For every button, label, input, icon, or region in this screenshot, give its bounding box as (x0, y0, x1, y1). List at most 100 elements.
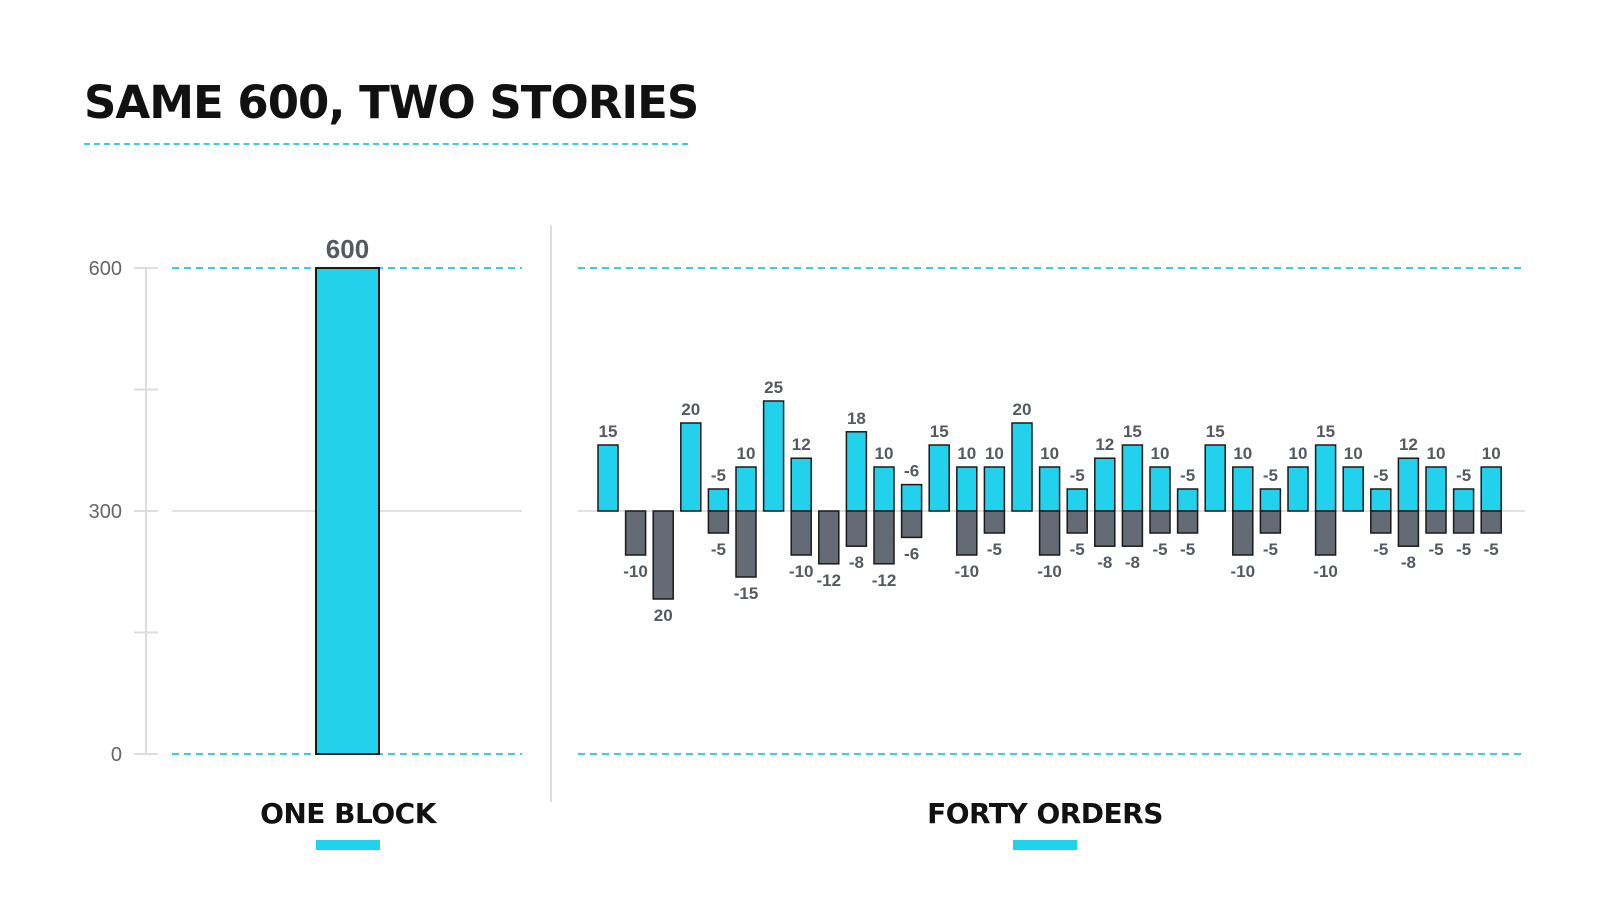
order-label-plus: -6 (904, 462, 919, 481)
order-label-plus: -5 (1456, 466, 1471, 485)
order-bar-plus (1314, 444, 1337, 512)
order-bar-plus (1121, 444, 1144, 512)
order-bar-minus (1259, 510, 1282, 534)
order-bar-minus (1232, 510, 1254, 556)
order-bar-minus (1176, 510, 1199, 534)
order-bar-minus (1480, 510, 1502, 534)
order-label-plus: -5 (1180, 466, 1195, 485)
order-bar-plus (956, 466, 978, 512)
order-bar-plus (1204, 444, 1226, 512)
order-bar-minus (790, 510, 812, 556)
y-tick-label: 300 (89, 501, 122, 523)
order-bar-minus (652, 510, 674, 600)
order-bar-minus (1425, 510, 1447, 534)
order-bar-plus (790, 457, 812, 512)
order-label-minus: -6 (904, 544, 919, 563)
order-label-plus: 15 (599, 422, 618, 441)
order-label-minus: 20 (654, 606, 673, 625)
order-bar-plus (1480, 466, 1502, 512)
order-label-plus: 12 (792, 435, 811, 454)
order-label-plus: 25 (764, 378, 783, 397)
order-label-plus: 10 (1233, 444, 1252, 463)
order-label-plus: 10 (1151, 444, 1170, 463)
order-label-plus: 10 (875, 444, 894, 463)
order-bar-minus (1452, 510, 1475, 534)
order-bar-plus (1370, 488, 1392, 512)
order-label-plus: 10 (737, 444, 756, 463)
page-title: SAME 600, TWO STORIES (84, 76, 699, 129)
order-label-plus: 10 (1344, 444, 1363, 463)
order-label-minus: -8 (1097, 553, 1112, 572)
order-label-minus: -5 (1180, 540, 1195, 559)
order-bar-plus (1066, 488, 1088, 512)
order-bar-plus (1287, 466, 1309, 512)
order-label-minus: -5 (1152, 540, 1167, 559)
order-bar-plus (873, 466, 895, 512)
order-label-plus: -5 (1263, 466, 1278, 485)
order-bar-minus (1397, 510, 1420, 547)
order-label-minus: -12 (817, 571, 842, 590)
order-bar-plus (1038, 466, 1061, 512)
order-label-plus: 18 (847, 409, 866, 428)
y-tick-label: 600 (89, 258, 122, 280)
order-label-plus: 15 (1206, 422, 1225, 441)
order-bar-minus (983, 510, 1006, 534)
forty-orders-caption-bar (1013, 840, 1077, 850)
one-block-caption-bar (316, 840, 380, 850)
order-bar-minus (1066, 510, 1088, 534)
order-label-minus: -8 (1401, 553, 1416, 572)
one-block-caption: ONE BLOCK (260, 797, 436, 830)
order-label-minus: -5 (1428, 540, 1443, 559)
order-label-minus: -5 (711, 540, 726, 559)
order-label-plus: 15 (1316, 422, 1335, 441)
one-block-chart: 0 300 600 600 (89, 234, 522, 766)
order-bar-plus (1342, 466, 1364, 512)
order-bar-plus (983, 466, 1006, 512)
order-bar-plus (845, 431, 868, 512)
order-label-minus: -5 (1484, 540, 1499, 559)
order-bar-minus (624, 510, 647, 556)
order-bar-minus (845, 510, 868, 547)
order-bar-plus (1397, 457, 1420, 512)
order-bar-plus (1149, 466, 1171, 512)
order-label-plus: 10 (957, 444, 976, 463)
order-bar-plus (1176, 488, 1199, 512)
order-bar-plus (597, 444, 619, 512)
order-label-plus: 10 (1289, 444, 1308, 463)
bar-data-label: 600 (326, 234, 369, 264)
order-bar-plus (1425, 466, 1447, 512)
order-bar-minus (1121, 510, 1144, 547)
order-bar-plus (1232, 466, 1254, 512)
order-bar-plus (762, 400, 785, 512)
order-label-minus: -12 (872, 571, 897, 590)
order-bar-plus (707, 488, 730, 512)
order-label-minus: -10 (623, 562, 648, 581)
order-label-plus: 15 (930, 422, 949, 441)
order-bar-minus (1038, 510, 1061, 556)
order-label-minus: -15 (734, 584, 759, 603)
order-label-minus: -5 (1070, 540, 1085, 559)
order-bar-plus (735, 466, 757, 512)
order-bar-minus (956, 510, 978, 556)
order-bar-plus (928, 444, 950, 512)
order-bar-minus (1149, 510, 1171, 534)
order-bar-plus (900, 483, 923, 512)
order-label-plus: 10 (1427, 444, 1446, 463)
order-bar-plus (1259, 488, 1282, 512)
order-bar-minus (900, 510, 923, 539)
order-label-minus: -8 (849, 553, 864, 572)
order-bar-minus (1370, 510, 1392, 534)
order-bar-minus (818, 510, 840, 565)
order-label-minus: -10 (1037, 562, 1062, 581)
order-bar-plus (1011, 422, 1033, 512)
order-label-plus: 15 (1123, 422, 1142, 441)
order-label-minus: -5 (1263, 540, 1278, 559)
order-label-plus: -5 (1070, 466, 1085, 485)
order-label-plus: 10 (1482, 444, 1501, 463)
order-label-minus: -5 (1456, 540, 1471, 559)
order-label-minus: -5 (1373, 540, 1388, 559)
order-label-minus: -10 (789, 562, 814, 581)
forty-orders-caption: FORTY ORDERS (927, 797, 1163, 830)
order-label-plus: -5 (711, 466, 726, 485)
